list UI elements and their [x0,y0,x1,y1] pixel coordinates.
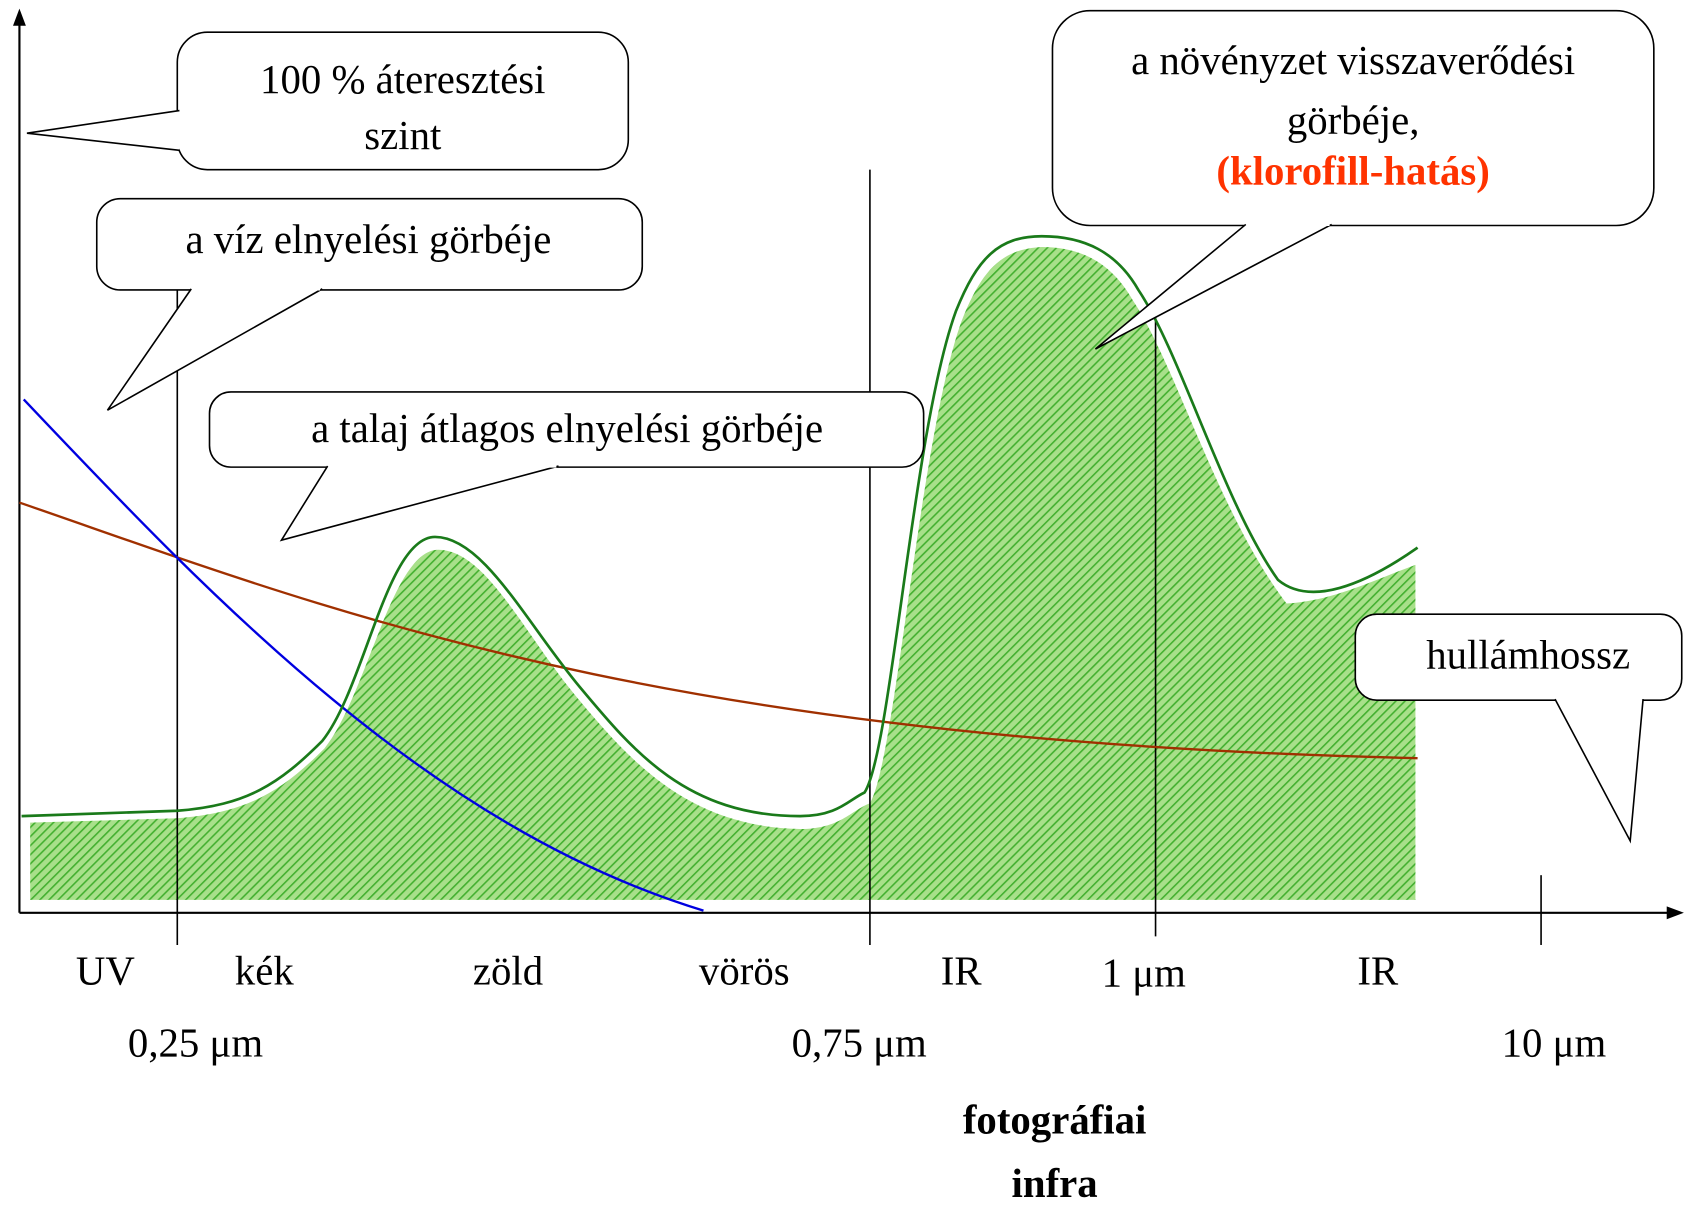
axes [18,21,1674,914]
callout-text: 100 % áteresztési [260,57,545,102]
band-label: kék [235,948,295,993]
x-arrow [1666,906,1684,920]
footer-label: infra [1012,1161,1098,1206]
callout-text: szint [364,113,442,158]
callout-transmission [26,31,630,171]
callout-highlight: (klorofill-hatás) [1216,148,1490,193]
y-arrow [12,8,26,26]
callout-wavelength [1354,613,1683,844]
band-label: zöld [473,948,543,993]
band-label: 1 μm [1102,951,1186,996]
band-label: UV [76,948,135,993]
callout-water [95,197,644,411]
callout-soil [208,391,925,542]
soil-curve [19,501,1418,760]
band-label: vörös [699,948,790,993]
footer-label: fotográfiai [963,1098,1147,1143]
callout-text: a talaj átlagos elnyelési görbéje [311,406,823,451]
callout-text: hullámhossz [1426,633,1630,678]
vegetation-curve [21,234,1419,818]
wavelength-label: 0,75 μm [792,1020,927,1065]
vegetation-fill [30,246,1416,900]
callout-text: görbéje, [1287,98,1420,143]
callout-text: a víz elnyelési görbéje [185,217,551,262]
wavelength-label: 0,25 μm [128,1020,263,1065]
band-label: IR [941,948,983,993]
water-curve [22,398,704,912]
wavelength-label: 10 μm [1502,1020,1607,1065]
dividers [176,169,1542,945]
band-label: IR [1357,948,1399,993]
callout-vegetation [1051,9,1655,350]
callout-text: a növényzet visszaverődési [1131,38,1575,83]
